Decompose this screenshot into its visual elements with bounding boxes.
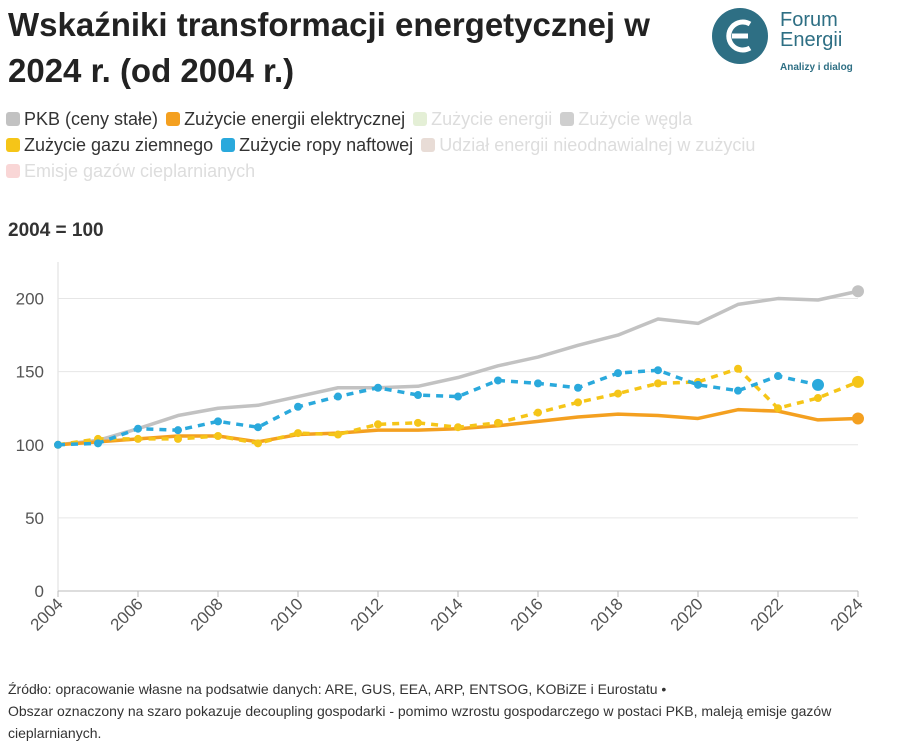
point bbox=[654, 366, 662, 375]
point bbox=[734, 364, 742, 373]
series-line bbox=[57, 368, 819, 447]
point bbox=[654, 379, 662, 388]
legend-swatch bbox=[6, 112, 20, 126]
legend-item[interactable]: Udział energii nieodnawialnej w zużyciu bbox=[421, 132, 755, 158]
legend-label: Zużycie ropy naftowej bbox=[239, 135, 414, 155]
point bbox=[852, 285, 864, 298]
legend-label: Zużycie gazu ziemnego bbox=[24, 135, 214, 155]
point bbox=[774, 372, 782, 381]
point bbox=[334, 392, 342, 401]
legend-item[interactable]: PKB (ceny stałe) bbox=[6, 106, 158, 132]
point bbox=[414, 418, 422, 427]
note: Obszar oznaczony na szaro pokazuje decou… bbox=[8, 703, 832, 741]
point bbox=[494, 418, 502, 427]
x-tick-label: 2014 bbox=[427, 594, 467, 634]
x-tick-label: 2008 bbox=[187, 594, 227, 634]
x-tick-label: 2006 bbox=[107, 594, 147, 634]
point bbox=[54, 440, 62, 449]
y-tick-label: 150 bbox=[16, 363, 44, 382]
y-tick-label: 100 bbox=[16, 436, 44, 455]
point bbox=[414, 391, 422, 400]
legend-item[interactable]: Zużycie gazu ziemnego bbox=[6, 132, 213, 158]
legend-swatch bbox=[421, 138, 436, 152]
logo-text: Forum bbox=[780, 9, 838, 31]
point bbox=[614, 389, 622, 398]
legend-swatch bbox=[6, 164, 20, 178]
point bbox=[254, 439, 262, 448]
x-tick-label: 2012 bbox=[347, 594, 387, 634]
y-tick-label: 50 bbox=[25, 509, 44, 528]
point bbox=[694, 380, 702, 389]
legend-item[interactable]: Zużycie energii elektrycznej bbox=[166, 106, 405, 132]
x-tick-label: 2020 bbox=[667, 594, 707, 634]
point bbox=[174, 426, 182, 435]
legend-label: Zużycie energii bbox=[431, 109, 553, 129]
x-tick-label: 2018 bbox=[587, 594, 627, 634]
x-tick-label: 2010 bbox=[267, 594, 307, 634]
series-line bbox=[57, 289, 859, 447]
legend-label: Zużycie węgla bbox=[578, 109, 693, 129]
point bbox=[94, 439, 102, 448]
point bbox=[374, 383, 382, 392]
point bbox=[534, 408, 542, 417]
legend-label: Emisje gazów cieplarnianych bbox=[24, 161, 256, 181]
legend-item[interactable]: Emisje gazów cieplarnianych bbox=[6, 158, 255, 184]
point bbox=[334, 430, 342, 439]
chart-title: Wskaźniki transformacji energetycznej w … bbox=[8, 6, 650, 89]
y-tick-label: 200 bbox=[16, 290, 44, 309]
y-tick-label: 0 bbox=[35, 582, 44, 601]
subtitle: 2004 = 100 bbox=[8, 220, 104, 241]
point bbox=[214, 432, 222, 441]
source: Źródło: opracowanie własne na podsatwie … bbox=[8, 681, 667, 697]
legend-label: Udział energii nieodnawialnej w zużyciu bbox=[439, 135, 756, 155]
legend-swatch bbox=[413, 112, 428, 126]
point bbox=[852, 375, 864, 388]
point bbox=[374, 420, 382, 429]
point bbox=[574, 398, 582, 407]
legend-label: PKB (ceny stałe) bbox=[24, 109, 159, 129]
point bbox=[814, 393, 822, 402]
chart: 0 50 100 150 200 2004 2006 2008 2010 2012 2014 2016… bbox=[16, 262, 867, 635]
legend: PKB (ceny stałe) Zużycie energii elektryc… bbox=[6, 106, 896, 184]
logo: Forum Energii Analizy i dialog bbox=[712, 8, 853, 73]
legend-swatch bbox=[221, 138, 236, 152]
point bbox=[614, 369, 622, 378]
point bbox=[454, 423, 462, 432]
legend-item[interactable]: Zużycie energii bbox=[413, 106, 552, 132]
legend-item[interactable]: Zużycie ropy naftowej bbox=[221, 132, 413, 158]
point bbox=[494, 376, 502, 385]
logo-tagline: Analizy i dialog bbox=[780, 62, 853, 73]
legend-swatch bbox=[6, 138, 20, 152]
point bbox=[134, 434, 142, 443]
legend-label: Zużycie energii elektrycznej bbox=[184, 109, 406, 129]
point bbox=[534, 379, 542, 388]
logo-text: Energii bbox=[780, 29, 842, 51]
point bbox=[454, 392, 462, 401]
point bbox=[774, 404, 782, 413]
point bbox=[734, 386, 742, 395]
x-tick-label: 2016 bbox=[507, 594, 547, 634]
point bbox=[294, 402, 302, 411]
point bbox=[852, 412, 864, 425]
legend-item[interactable]: Zużycie węgla bbox=[560, 106, 692, 132]
point bbox=[134, 424, 142, 433]
point bbox=[294, 429, 302, 438]
point bbox=[812, 378, 824, 391]
point bbox=[214, 417, 222, 426]
point bbox=[574, 383, 582, 392]
x-tick-label: 2004 bbox=[27, 594, 67, 634]
x-tick-label: 2024 bbox=[827, 594, 867, 634]
point bbox=[254, 423, 262, 432]
footer: Źródło: opracowanie własne na podsatwie … bbox=[8, 678, 888, 744]
legend-swatch bbox=[166, 112, 181, 126]
point bbox=[174, 434, 182, 443]
legend-swatch bbox=[560, 112, 575, 126]
x-tick-label: 2022 bbox=[747, 594, 787, 634]
